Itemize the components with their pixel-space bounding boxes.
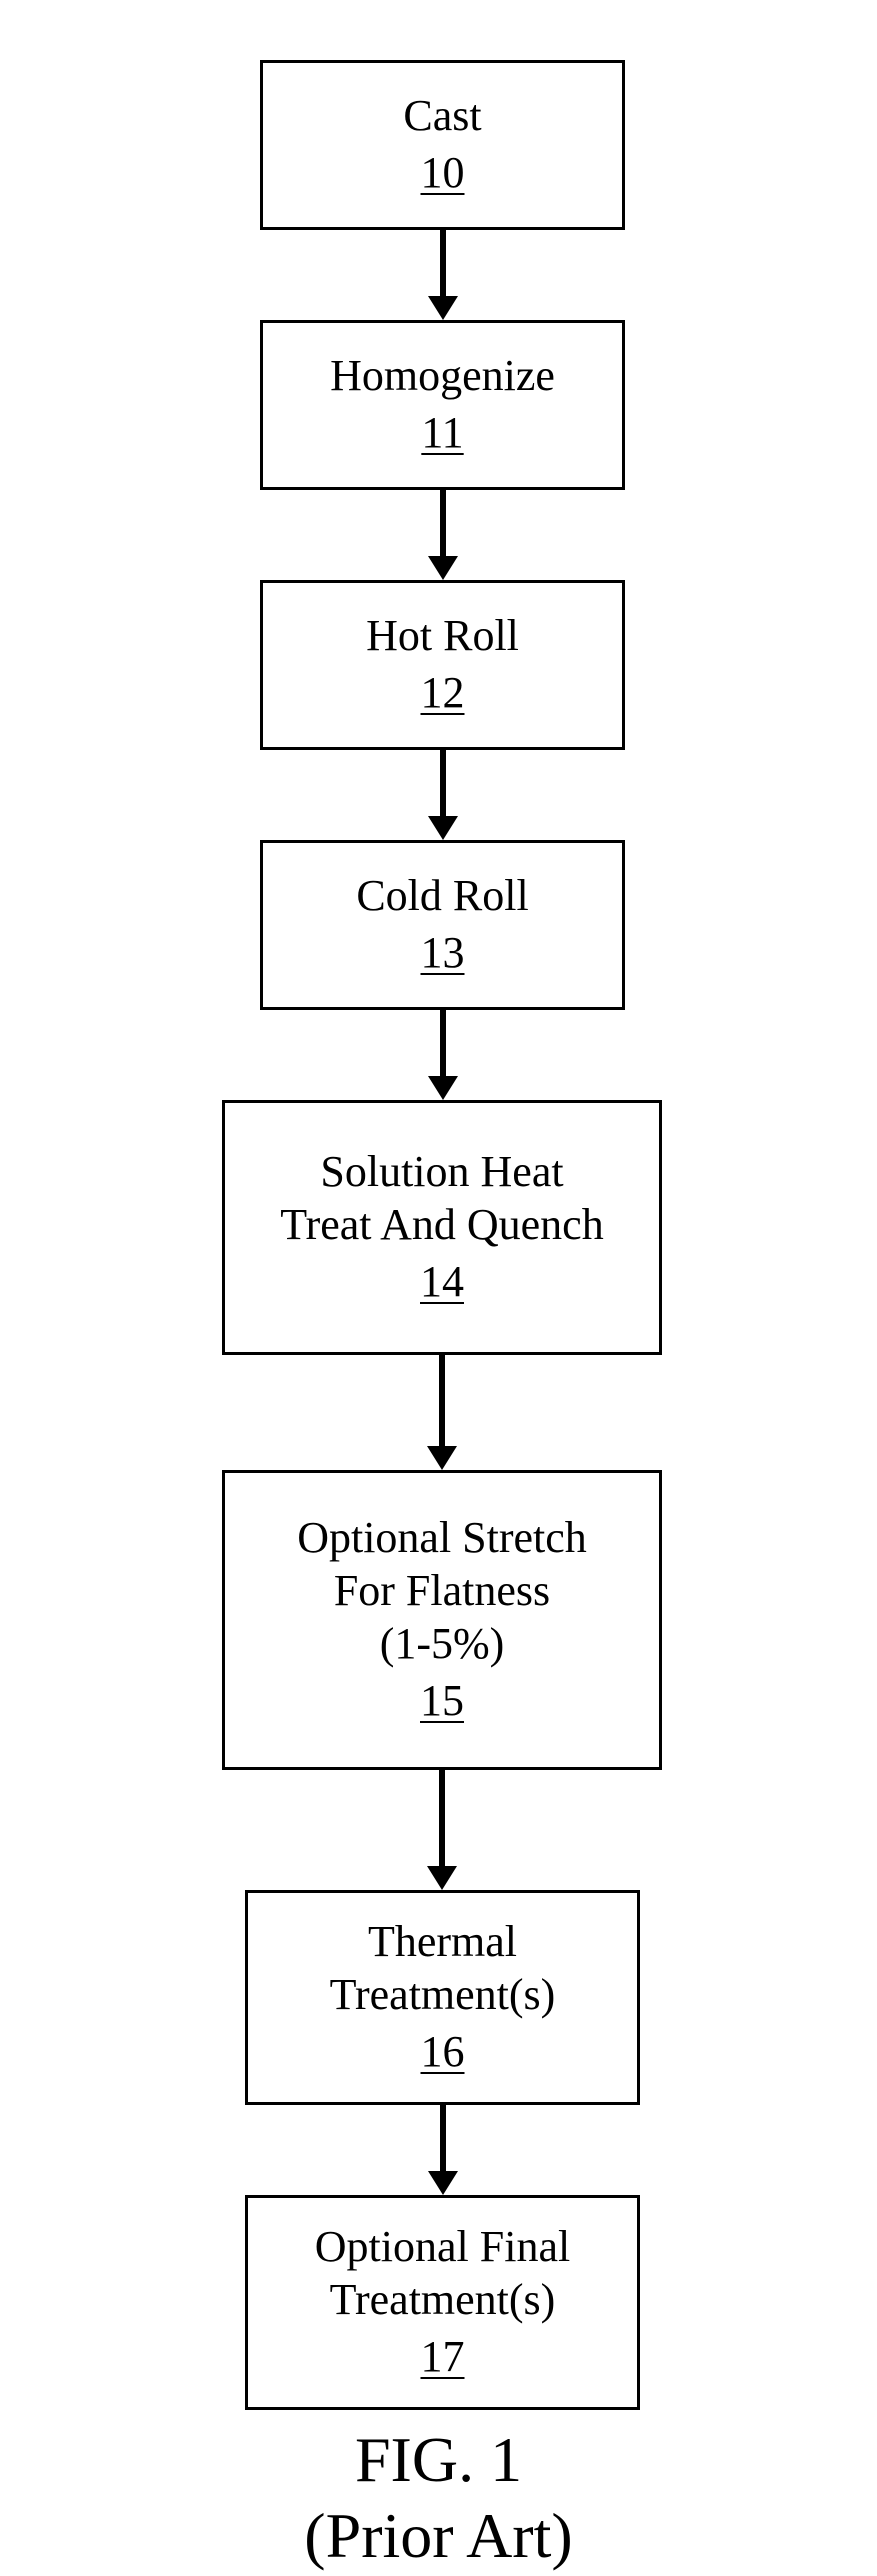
flow-node-number: 11 <box>421 407 463 460</box>
flow-node-number: 12 <box>421 667 465 720</box>
flow-node-label: Cast <box>403 90 481 143</box>
flow-node-label: Hot Roll <box>366 610 519 663</box>
flow-node-number: 15 <box>420 1675 464 1728</box>
flow-arrow-head <box>428 296 458 320</box>
flow-node-number: 17 <box>421 2331 465 2384</box>
flow-node-number: 13 <box>421 927 465 980</box>
flow-node-label: Homogenize <box>330 350 555 403</box>
figure-caption-line1: FIG. 1 <box>0 2420 877 2500</box>
flow-arrow-shaft <box>440 490 446 556</box>
flowchart-canvas: Cast10 Homogenize11 Hot Roll12 Cold Roll13 S… <box>0 0 877 2574</box>
flow-arrow-shaft <box>439 1355 445 1446</box>
flow-arrow-head <box>427 1446 457 1470</box>
flow-node-label: Optional Final Treatment(s) <box>315 2221 570 2327</box>
flow-arrow-head <box>428 1076 458 1100</box>
flow-node-n17: Optional Final Treatment(s)17 <box>245 2195 640 2410</box>
flow-node-n11: Homogenize11 <box>260 320 625 490</box>
flow-node-label: Cold Roll <box>356 870 528 923</box>
flow-node-n16: Thermal Treatment(s)16 <box>245 1890 640 2105</box>
flow-node-n10: Cast10 <box>260 60 625 230</box>
flow-arrow-shaft <box>439 1770 445 1866</box>
flow-node-n13: Cold Roll13 <box>260 840 625 1010</box>
flow-node-n14: Solution Heat Treat And Quench14 <box>222 1100 662 1355</box>
flow-arrow-shaft <box>440 230 446 296</box>
flow-node-label: Solution Heat Treat And Quench <box>280 1146 603 1252</box>
flow-arrow-shaft <box>440 750 446 816</box>
figure-caption-line2: (Prior Art) <box>0 2496 877 2576</box>
flow-arrow-shaft <box>440 2105 446 2171</box>
flow-arrow-head <box>428 2171 458 2195</box>
flow-arrow-shaft <box>440 1010 446 1076</box>
flow-node-n15: Optional Stretch For Flatness (1-5%)15 <box>222 1470 662 1770</box>
flow-node-label: Optional Stretch For Flatness (1-5%) <box>297 1512 587 1670</box>
flow-arrow-head <box>428 556 458 580</box>
flow-node-number: 14 <box>420 1256 464 1309</box>
flow-node-n12: Hot Roll12 <box>260 580 625 750</box>
flow-node-number: 10 <box>421 147 465 200</box>
flow-node-number: 16 <box>421 2026 465 2079</box>
flow-arrow-head <box>427 1866 457 1890</box>
flow-arrow-head <box>428 816 458 840</box>
flow-node-label: Thermal Treatment(s) <box>330 1916 556 2022</box>
